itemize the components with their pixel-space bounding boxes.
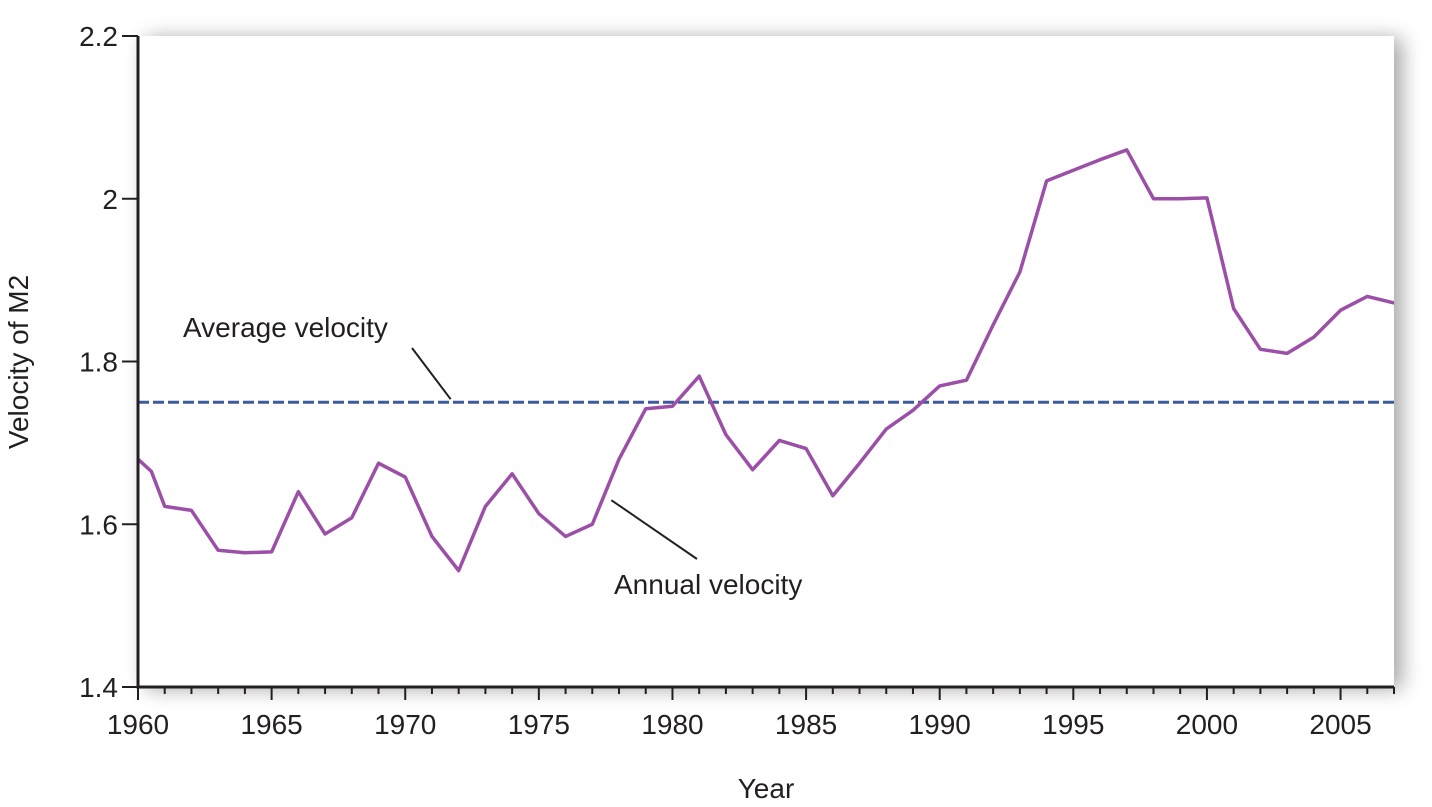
x-tick-label: 1960: [107, 709, 169, 740]
y-axis-ticks: 1.4 1.6 1.8 2 2.2: [79, 21, 138, 703]
y-axis-title: Velocity of M2: [3, 275, 34, 449]
annual-velocity-leader-line: [610, 499, 698, 560]
x-tick-label: 1995: [1042, 709, 1104, 740]
plot-panel: [138, 36, 1394, 687]
y-tick-label: 2.2: [79, 21, 118, 52]
x-tick-label: 1990: [909, 709, 971, 740]
x-tick-label: 2000: [1176, 709, 1238, 740]
annual-velocity-label: Annual velocity: [614, 569, 802, 600]
y-tick-label: 1.6: [79, 509, 118, 540]
y-tick-label: 1.4: [79, 672, 118, 703]
x-tick-label: 1985: [775, 709, 837, 740]
y-tick-label: 2: [102, 184, 118, 215]
x-tick-label: 1975: [508, 709, 570, 740]
x-axis-ticks: 1960 1965 1970 1975 1980 1985 1990 1995 2000 2005: [107, 687, 1395, 740]
x-tick-label: 2005: [1309, 709, 1371, 740]
average-velocity-leader-line: [411, 347, 452, 400]
x-tick-label: 1965: [240, 709, 302, 740]
annual-velocity-line: [138, 148, 1394, 573]
y-tick-label: 1.8: [79, 347, 118, 378]
average-velocity-label: Average velocity: [183, 312, 388, 343]
x-axis-title: Year: [738, 773, 795, 804]
x-tick-label: 1970: [374, 709, 436, 740]
plot-area: [138, 148, 1394, 573]
x-tick-label: 1980: [641, 709, 703, 740]
